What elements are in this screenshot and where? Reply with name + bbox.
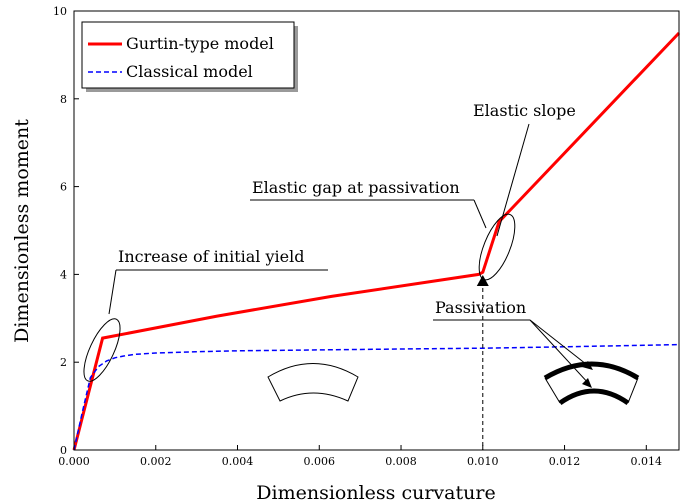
- x-tick-label: 0.010: [467, 455, 499, 468]
- series-classical-line: [73, 343, 680, 451]
- legend-label-gurtin: Gurtin-type model: [126, 34, 274, 53]
- beam-passivated-top: [543, 361, 640, 381]
- x-tick-label: 0.000: [58, 455, 90, 468]
- x-tick-label: 0.006: [304, 455, 336, 468]
- series-gurtin-line: [72, 31, 681, 451]
- annotation-passivation: Passivation: [435, 298, 526, 317]
- passivation-marker: [476, 274, 489, 286]
- y-tick-label: 4: [60, 268, 67, 281]
- y-tick-label: 2: [60, 356, 67, 369]
- x-tick-label: 0.002: [140, 455, 172, 468]
- plot-frame: [73, 10, 680, 451]
- y-tick-label: 6: [60, 181, 67, 194]
- elastic-gap-ellipse: [478, 213, 516, 281]
- y-tick-label: 0: [60, 444, 67, 457]
- annotation-elastic-gap: Elastic gap at passivation: [252, 178, 460, 197]
- beam-passivated-bottom: [558, 388, 630, 406]
- annotation-initial-yield-leader: [108, 269, 117, 315]
- legend: Gurtin-type model Classical model: [81, 21, 298, 92]
- ticks-layer: 0.000 0.002 0.004 0.006 0.008 0.010 0.012 0.014…: [53, 5, 662, 468]
- legend-label-classical: Classical model: [126, 62, 253, 81]
- series-layer: [72, 31, 681, 451]
- y-tick-label: 8: [60, 93, 67, 106]
- x-tick-label: 0.008: [385, 455, 417, 468]
- initial-yield-ellipse: [83, 318, 121, 382]
- annotation-passivation-arrow-1: [529, 319, 592, 369]
- y-axis-title: Dimensionless moment: [11, 119, 33, 343]
- annotation-initial-yield: Increase of initial yield: [118, 247, 304, 266]
- beam-passivated-left-edge: [544, 377, 561, 404]
- arrowhead-2: [582, 378, 592, 388]
- beam-unpassivated: [267, 363, 359, 402]
- annotation-elastic-gap-leader: [473, 199, 487, 229]
- y-tick-label: 10: [53, 5, 67, 18]
- legend-box: [81, 21, 295, 89]
- x-tick-label: 0.014: [631, 455, 663, 468]
- beam-passivated-right-edge: [627, 377, 639, 404]
- x-tick-label: 0.012: [549, 455, 581, 468]
- annotation-elastic-slope: Elastic slope: [473, 101, 576, 120]
- annotations-layer: Increase of initial yield Elastic gap at…: [83, 101, 640, 406]
- annotation-elastic-slope-leader: [496, 123, 530, 237]
- annotation-passivation-arrow-2: [529, 319, 591, 386]
- x-tick-label: 0.004: [222, 455, 254, 468]
- x-axis-title: Dimensionless curvature: [256, 482, 495, 504]
